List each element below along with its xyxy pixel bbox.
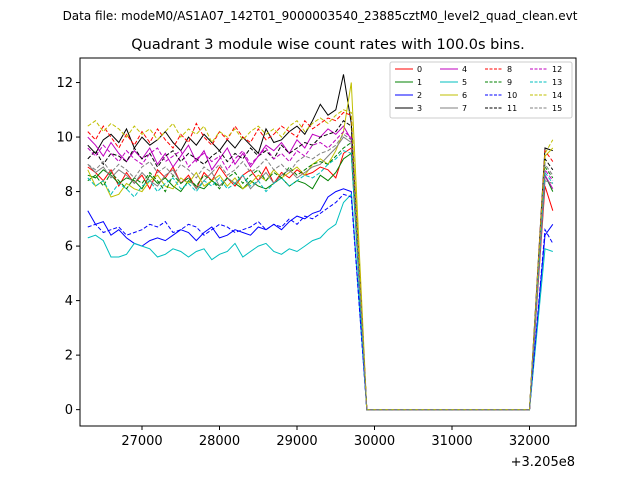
legend-label-13: 13 <box>552 78 562 87</box>
y-tick-label: 12 <box>56 76 73 91</box>
legend-label-5: 5 <box>462 78 467 87</box>
series-line-7 <box>87 136 553 411</box>
y-tick-label: 0 <box>65 403 73 418</box>
series-line-10 <box>87 193 554 411</box>
y-tick-label: 4 <box>65 294 73 309</box>
legend-label-1: 1 <box>417 78 422 87</box>
series-line-12 <box>87 130 554 411</box>
y-tick-label: 2 <box>65 349 73 364</box>
x-axis: 27000 28000 29000 30000 31000 32000 <box>121 426 550 449</box>
series-line-0 <box>87 147 554 411</box>
x-tick-label: 29000 <box>276 434 317 449</box>
legend-label-4: 4 <box>462 65 467 74</box>
legend-label-3: 3 <box>417 104 422 113</box>
series-line-4 <box>87 125 554 411</box>
y-tick-label: 6 <box>65 240 73 255</box>
x-tick-label: 27000 <box>121 434 162 449</box>
series-line-2 <box>87 188 554 411</box>
x-tick-label: 28000 <box>199 434 240 449</box>
legend-frame <box>389 61 573 119</box>
x-tick-label: 30000 <box>354 434 395 449</box>
x-offset-label: +3.205e8 <box>511 455 575 470</box>
plot-lines <box>87 74 554 411</box>
x-tick-label: 32000 <box>509 434 550 449</box>
series-line-11 <box>87 120 554 411</box>
y-axis: 0 2 4 6 8 10 12 <box>56 76 80 418</box>
series-line-1 <box>87 152 554 411</box>
chart-title: Quadrant 3 module wise count rates with … <box>131 37 525 53</box>
series-line-6 <box>87 82 554 411</box>
legend-label-14: 14 <box>552 91 562 100</box>
legend-label-15: 15 <box>552 104 562 113</box>
legend-label-2: 2 <box>417 91 422 100</box>
legend-label-8: 8 <box>507 65 512 74</box>
y-tick-label: 10 <box>56 131 73 146</box>
suptitle: Data file: modeM0/AS1A07_142T01_90000035… <box>63 9 578 23</box>
series-line-13 <box>87 150 554 411</box>
x-tick-label: 31000 <box>431 434 472 449</box>
y-tick-label: 8 <box>65 185 73 200</box>
series-line-15 <box>87 133 554 411</box>
series-line-8 <box>87 111 554 411</box>
series-line-5 <box>87 193 553 411</box>
series-line-14 <box>87 109 554 411</box>
legend-label-12: 12 <box>552 65 562 74</box>
legend-label-9: 9 <box>507 78 512 87</box>
series-line-3 <box>87 74 553 411</box>
plot-frame <box>79 57 577 427</box>
legend-label-0: 0 <box>417 65 422 74</box>
legend-label-6: 6 <box>462 91 467 100</box>
legend-label-10: 10 <box>507 91 517 100</box>
series-line-9 <box>87 141 554 411</box>
legend-label-7: 7 <box>462 104 467 113</box>
legend-label-11: 11 <box>507 104 517 113</box>
